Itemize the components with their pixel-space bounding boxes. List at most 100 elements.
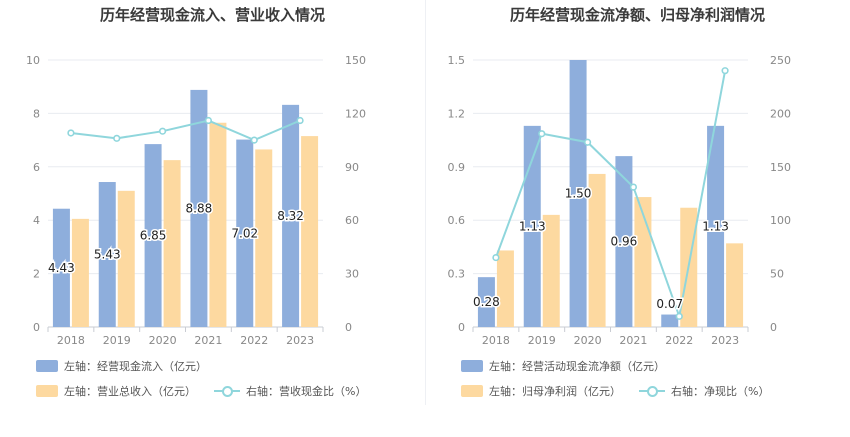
line-point: [583, 138, 592, 146]
x-tick-label: 2019: [528, 334, 556, 347]
bar-value-label: 0.28: [473, 295, 500, 309]
y-right-tick-label: 90: [345, 161, 359, 174]
y-right-tick-label: 200: [770, 107, 791, 120]
bar-value-label: 1.50: [565, 187, 592, 201]
bar-secondary: [255, 149, 273, 327]
y-left-tick-label: 0.6: [448, 214, 466, 227]
bar-value-label: 7.02: [231, 226, 258, 240]
line-point: [204, 116, 213, 125]
chart-panel-net-cash-profit: 历年经营现金流净额、归母净利润情况 0 0.3 0.6 0.9 1.2 1.5 0 50 100…: [425, 0, 850, 437]
bar-secondary: [588, 173, 606, 327]
x-tick-label: 2018: [57, 334, 85, 347]
line-point: [629, 183, 638, 191]
bar-secondary: [71, 218, 89, 327]
y-left-tick-label: 0.9: [448, 161, 466, 174]
y-right-tick-label: 60: [345, 214, 359, 227]
x-tick-label: 2018: [482, 334, 510, 347]
x-tick-label: 2019: [103, 334, 131, 347]
y-right-tick-label: 120: [345, 107, 366, 120]
legend-label: 右轴：营收现金比（%）: [246, 385, 367, 398]
y-right-tick-label: 150: [770, 161, 791, 174]
series-line: [70, 119, 301, 142]
legend-item[interactable]: 左轴：营业总收入（亿元）: [36, 383, 196, 399]
bar-value-label: 8.88: [186, 201, 213, 215]
bar-primary: [282, 104, 300, 327]
bar-primary: [144, 144, 162, 327]
bar-primary: [52, 208, 70, 327]
legend-item[interactable]: 左轴：经营现金流入（亿元）: [36, 358, 207, 374]
bar-primary: [523, 125, 541, 327]
x-tick-label: 2023: [711, 334, 739, 347]
y-right-tick-label: 30: [345, 268, 359, 281]
bar-value-label: 0.07: [656, 297, 683, 311]
bar-value-label: 1.13: [702, 219, 729, 233]
y-right-tick-label: 50: [770, 268, 784, 281]
bar-value-label: 4.43: [48, 261, 75, 275]
bar-primary: [477, 277, 495, 327]
line-point: [113, 134, 121, 142]
y-right-tick-label: 250: [770, 54, 791, 67]
y-right-tick-label: 100: [770, 214, 791, 227]
line-point: [296, 116, 304, 125]
bar-secondary: [301, 136, 319, 327]
line-point: [67, 129, 75, 137]
y-left-tick-label: 2: [33, 268, 40, 281]
legend-label: 右轴：净现比（%）: [671, 385, 770, 398]
bar-value-label: 5.43: [94, 248, 121, 262]
chart-title: 历年经营现金流入、营业收入情况: [99, 6, 325, 24]
bar-primary: [615, 156, 633, 327]
y-left-tick-label: 1.2: [448, 107, 466, 120]
legend-label: 左轴：营业总收入（亿元）: [64, 385, 196, 398]
y-right-tick-label: 0: [345, 321, 352, 334]
legend-item[interactable]: 左轴：归母净利润（亿元）: [461, 383, 621, 399]
x-tick-label: 2021: [194, 334, 222, 347]
x-tick-label: 2022: [665, 334, 693, 347]
x-tick-label: 2021: [619, 334, 647, 347]
bar-secondary: [163, 160, 181, 327]
chart-plot-net-cash-profit: 0 0.3 0.6 0.9 1.2 1.50 50 100 150 200 250 2018 2019 2…: [448, 54, 792, 347]
line-point: [538, 130, 546, 138]
bar-primary: [236, 139, 254, 327]
y-left-tick-label: 0: [458, 321, 465, 334]
legend-line-swatch: [639, 385, 665, 397]
bar-secondary: [542, 214, 560, 327]
legend-label: 左轴：经营现金流入（亿元）: [64, 360, 207, 373]
legend-bar-swatch: [461, 385, 483, 397]
panel-divider: [425, 0, 426, 405]
legend-bar-swatch: [36, 360, 58, 372]
legend-label: 左轴：归母净利润（亿元）: [489, 385, 621, 398]
legend-item[interactable]: 右轴：营收现金比（%）: [214, 383, 366, 399]
line-point: [721, 67, 729, 75]
legend-item[interactable]: 左轴：经营活动现金流净额（亿元）: [461, 358, 665, 374]
legend-line-swatch: [214, 385, 240, 397]
bar-secondary: [726, 243, 744, 327]
bar-secondary: [496, 250, 514, 327]
x-tick-label: 2020: [574, 334, 602, 347]
bar-value-label: 8.32: [277, 209, 304, 223]
chart-plot-cash-inflow-revenue: 0 2 4 6 8 10 0 30 60 90 120 150 2018 2019 2020 2021 2022…: [26, 54, 366, 347]
y-left-tick-label: 0.3: [448, 268, 466, 281]
y-right-tick-label: 0: [770, 321, 777, 334]
x-tick-label: 2020: [149, 334, 177, 347]
bar-value-label: 0.96: [611, 235, 638, 249]
line-point: [492, 253, 500, 262]
bar-primary: [190, 89, 208, 328]
bar-secondary: [209, 122, 227, 328]
y-left-tick-label: 8: [33, 107, 40, 120]
bar-value-label: 6.85: [140, 229, 167, 243]
y-left-tick-label: 10: [26, 54, 40, 67]
y-left-tick-label: 0: [33, 321, 40, 334]
x-tick-label: 2023: [286, 334, 314, 347]
bar-secondary: [634, 197, 652, 327]
series-line: [494, 70, 727, 321]
bar-primary: [661, 314, 679, 327]
bar-primary: [98, 182, 116, 327]
chart-title: 历年经营现金流净额、归母净利润情况: [509, 6, 765, 24]
chart-panel-cash-inflow-revenue: 历年经营现金流入、营业收入情况 0 2 4 6 8 10 0 30 60 90 120 150 2018…: [26, 6, 366, 399]
legend-bar-swatch: [461, 360, 483, 372]
bar-value-label: 1.13: [519, 219, 546, 233]
line-point: [675, 312, 683, 320]
y-left-tick-label: 4: [33, 214, 40, 227]
legend-item[interactable]: 右轴：净现比（%）: [639, 383, 769, 399]
legend-label: 左轴：经营活动现金流净额（亿元）: [489, 360, 665, 373]
